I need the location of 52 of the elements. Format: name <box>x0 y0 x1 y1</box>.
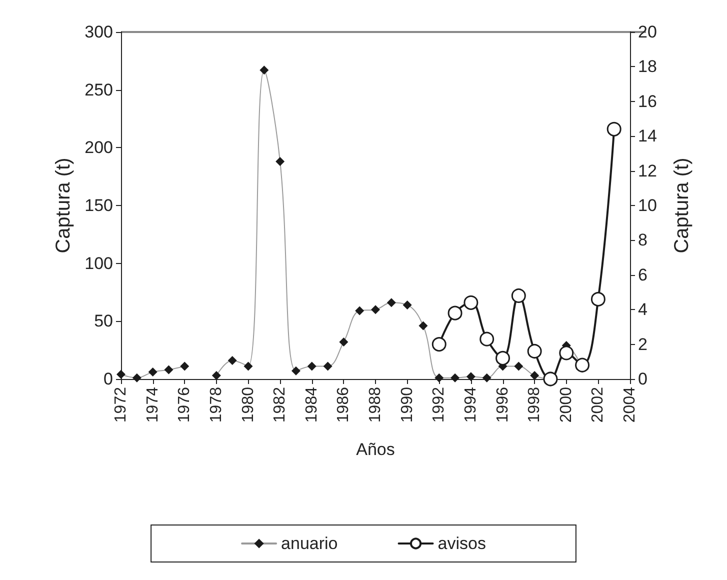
y2-tick-label: 14 <box>638 126 657 146</box>
y2-tick-label: 12 <box>638 161 657 180</box>
y2-tick-label: 10 <box>638 196 657 215</box>
y-axis-title: Captura (t) <box>52 158 75 254</box>
y2-tick-label: 0 <box>638 370 648 388</box>
y-tick-label: 300 <box>84 22 113 42</box>
point <box>527 344 542 358</box>
point <box>511 288 526 303</box>
y2-tick-label: 18 <box>638 57 657 76</box>
point <box>590 292 606 306</box>
point <box>448 306 462 320</box>
point <box>575 358 590 372</box>
y-tick-label: 100 <box>84 254 113 273</box>
point <box>496 350 510 366</box>
x-tick-label: 2000 <box>558 386 575 423</box>
point <box>606 122 622 136</box>
point <box>464 295 478 310</box>
y2-tick-label: 2 <box>638 334 648 354</box>
x-axis-title: Años <box>356 440 395 459</box>
y2-tick-label: 8 <box>638 230 648 250</box>
x-tick-label: 1996 <box>494 386 512 423</box>
x-tick-label: 1978 <box>208 386 225 423</box>
x-tick-label: 1986 <box>335 386 352 423</box>
x-tick-label: 1994 <box>462 386 480 423</box>
legend-label: anuario <box>281 534 338 553</box>
x-tick-label: 2002 <box>590 386 607 423</box>
x-tick-label: 1982 <box>272 386 289 423</box>
y2-tick-label: 4 <box>638 300 648 320</box>
point <box>543 372 558 386</box>
point <box>432 337 446 352</box>
legend-label: avisos <box>438 534 486 553</box>
point <box>559 346 574 360</box>
y2-tick-label: 16 <box>638 92 657 111</box>
y-tick-label: 0 <box>104 370 113 388</box>
point <box>480 332 494 346</box>
x-tick-label: 1974 <box>144 386 162 423</box>
x-tick-label: 1984 <box>303 386 320 423</box>
y2-axis-title: Captura (t) <box>671 158 693 254</box>
y-tick-label: 250 <box>84 80 113 100</box>
y-tick-label: 50 <box>94 312 113 331</box>
x-tick-label: 1972 <box>112 386 130 423</box>
x-tick-label: 1992 <box>430 386 448 423</box>
x-tick-label: 1990 <box>398 386 416 423</box>
x-tick-label: 1980 <box>240 386 257 423</box>
y2-tick-label: 20 <box>638 22 657 42</box>
x-tick-label: 1988 <box>367 386 384 423</box>
y2-tick-label: 6 <box>638 265 648 284</box>
x-tick-label: 1998 <box>526 386 544 423</box>
x-tick-label: 2004 <box>622 386 638 423</box>
y-tick-label: 150 <box>84 196 113 215</box>
x-tick-label: 1976 <box>176 386 194 423</box>
y-tick-label: 200 <box>84 138 113 158</box>
